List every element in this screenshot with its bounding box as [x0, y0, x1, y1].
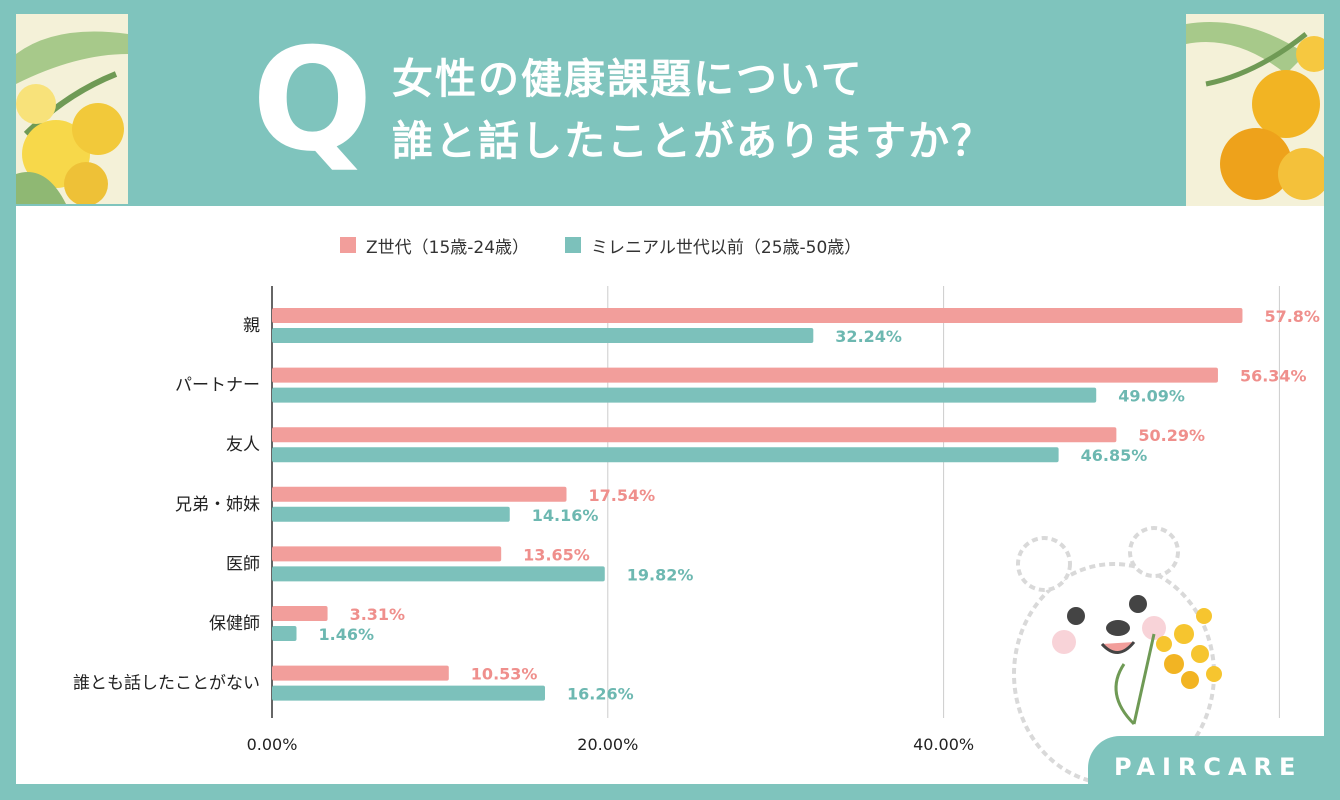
category-label: パートナー [175, 376, 260, 396]
bar-millennial [272, 506, 510, 522]
category-label: 友人 [226, 435, 260, 455]
legend-swatch-millennial [565, 237, 582, 253]
x-tick-label: 0.00% [247, 735, 298, 754]
data-label-z: 57.8% [1264, 307, 1320, 326]
bar-millennial [272, 566, 605, 582]
data-label-millennial: 1.46% [319, 625, 375, 644]
legend-item-millennial: ミレニアル世代以前（25歳-50歳） [565, 233, 861, 258]
data-label-z: 50.29% [1138, 426, 1205, 445]
question-q-letter: Q [252, 18, 373, 183]
data-label-z: 3.31% [350, 605, 406, 624]
data-label-millennial: 14.16% [532, 506, 599, 525]
x-tick-label: 20.00% [577, 735, 638, 754]
data-label-millennial: 32.24% [835, 327, 902, 346]
legend-label-z: Z世代（15歳-24歳） [366, 237, 530, 258]
chart-legend: Z世代（15歳-24歳） ミレニアル世代以前（25歳-50歳） [340, 232, 883, 258]
category-label: 保健師 [209, 614, 260, 634]
bar-millennial [272, 447, 1059, 463]
category-label: 誰とも話したことがない [73, 674, 260, 694]
bar-z [272, 546, 502, 562]
category-label: 医師 [226, 554, 260, 574]
bar-z [272, 486, 567, 502]
mimosa-flower-left-icon [16, 14, 128, 204]
data-label-z: 10.53% [471, 665, 538, 684]
bar-millennial [272, 387, 1097, 403]
data-label-millennial: 19.82% [627, 565, 694, 584]
legend-label-millennial: ミレニアル世代以前（25歳-50歳） [591, 237, 862, 258]
data-label-millennial: 46.85% [1081, 446, 1148, 465]
brand-logo-text: PAIRCARE [1114, 753, 1303, 781]
title-line-2: 誰と話したことがありますか？ [392, 117, 994, 165]
data-label-millennial: 49.09% [1118, 387, 1185, 406]
bar-z [272, 308, 1243, 323]
brand-tab [1088, 736, 1340, 800]
legend-item-z: Z世代（15歳-24歳） [340, 233, 529, 258]
bar-z [272, 665, 449, 681]
bar-z [272, 427, 1117, 443]
legend-swatch-z [340, 237, 356, 253]
bar-z [272, 367, 1218, 383]
bar-z [272, 606, 328, 621]
polar-bear-mascot-icon [1012, 526, 1222, 784]
x-tick-label: 40.00% [913, 735, 974, 754]
category-label: 親 [243, 316, 260, 336]
bar-millennial [272, 685, 546, 701]
header-banner: Q 女性の健康課題について 誰と話したことがありますか？ [0, 0, 1340, 206]
data-label-z: 17.54% [588, 486, 655, 505]
bar-millennial [272, 328, 814, 343]
data-label-z: 13.65% [523, 545, 590, 564]
category-label: 兄弟・姉妹 [175, 495, 260, 515]
title-line-1: 女性の健康課題について [392, 55, 864, 103]
mimosa-flower-right-icon [1186, 14, 1324, 206]
data-label-z: 56.34% [1240, 367, 1307, 386]
data-label-millennial: 16.26% [567, 685, 634, 704]
bar-millennial [272, 626, 297, 641]
